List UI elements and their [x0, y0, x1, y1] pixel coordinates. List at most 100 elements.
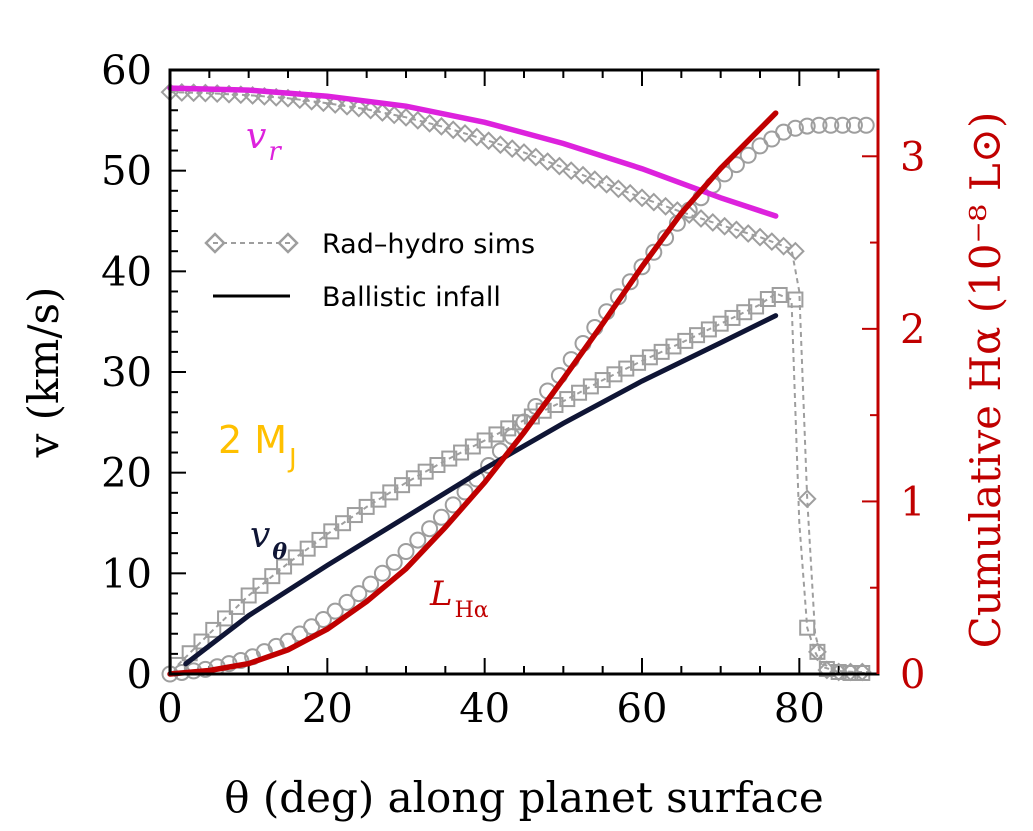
lha-sims-marker [786, 119, 804, 137]
vtheta-sims-marker [240, 587, 257, 604]
x-tick-label: 80 [774, 686, 825, 732]
x-tick-label: 20 [302, 686, 353, 732]
y2-tick-label: 2 [900, 307, 925, 353]
vtheta-sims-marker [799, 619, 816, 636]
lha-sims-marker [727, 156, 745, 174]
vtheta-sims-marker [264, 568, 281, 585]
vtheta-sims-marker [311, 531, 328, 548]
y-axis-title-right: Cumulative Hα (10⁻⁸ L⊙) [961, 112, 1010, 649]
x-tick-label: 40 [459, 686, 510, 732]
vr-sims-marker [313, 93, 333, 113]
vtheta-sims-marker [193, 633, 210, 650]
y2-tick-label: 3 [900, 134, 925, 180]
vtheta-sims-marker [323, 523, 340, 540]
lha-sims-marker [633, 258, 651, 276]
vr-sims-marker [573, 165, 593, 185]
vtheta-sims-marker [653, 343, 670, 360]
vtheta-sims-marker [630, 354, 647, 371]
x-tick-label: 60 [617, 686, 668, 732]
vtheta-sims-marker [677, 332, 694, 349]
vr-sims-marker [384, 105, 404, 125]
vr-sims-marker [632, 188, 652, 208]
vr-sims-marker [396, 107, 416, 127]
lha-sims-marker [621, 273, 639, 291]
y-tick-label: 10 [101, 551, 152, 597]
vr-sims-marker [656, 196, 676, 216]
vtheta-sims-marker [299, 540, 316, 557]
lha-sims-marker [385, 553, 403, 571]
vtheta-label: vθ [250, 515, 287, 565]
vtheta-sims-marker [335, 515, 352, 532]
lha-sims-marker [373, 564, 391, 582]
x-tick-label: 0 [157, 686, 182, 732]
vtheta-sims-marker [594, 372, 611, 389]
vr-sims-marker [762, 232, 782, 252]
y2-tick-label: 0 [900, 652, 925, 698]
y-tick-label: 50 [101, 149, 152, 195]
vr-sims-marker [644, 192, 664, 212]
tick-labels: 0 20 40 60 80 0 10 20 30 40 50 60 0 1 2 3 [101, 48, 925, 732]
lha-sims-marker [834, 116, 852, 134]
vtheta-sims-marker [346, 507, 363, 524]
lha-sims-marker [857, 116, 875, 134]
vr-sims-marker [785, 241, 805, 261]
lha-sims-marker [397, 542, 415, 560]
y-tick-label: 60 [101, 48, 152, 94]
vtheta-sims-marker [252, 577, 269, 594]
legend-sims-label: Rad–hydro sims [322, 229, 535, 260]
vtheta-sims-marker [641, 349, 658, 366]
lha-sims-marker [362, 575, 380, 593]
vr-sims-marker [750, 227, 770, 247]
y-tick-label: 30 [101, 350, 152, 396]
series-vtheta-sims-line [177, 292, 871, 674]
vr-sims-marker [561, 161, 581, 181]
lha-sims-marker [314, 610, 332, 628]
vtheta-sims-marker [547, 397, 564, 414]
vr-sims-marker [361, 100, 381, 120]
lha-sims-marker [232, 652, 250, 670]
y-tick-label: 0 [127, 652, 152, 698]
vr-sims-marker [514, 143, 534, 162]
vr-sims-marker [774, 236, 794, 256]
vtheta-sims-marker [618, 360, 635, 377]
vr-sims-marker [738, 224, 758, 243]
lha-sims-marker [810, 116, 828, 134]
vtheta-sims-marker [712, 315, 729, 332]
vtheta-sims-marker [700, 321, 717, 338]
legend-sims-marker-2 [277, 232, 299, 254]
vr-sims-marker [372, 103, 392, 122]
lha-sims-marker [798, 117, 816, 135]
vtheta-sims-marker [759, 291, 776, 308]
vr-sims-marker [691, 209, 711, 228]
vtheta-sims-marker [276, 558, 293, 575]
legend-ballistic-label: Ballistic infall [322, 282, 501, 313]
vtheta-sims-marker [818, 660, 835, 677]
x-axis-title: θ (deg) along planet surface [224, 773, 824, 822]
mass-label: 2 MJ [218, 418, 297, 474]
vtheta-sims-marker [771, 286, 788, 303]
vr-sims-marker [325, 95, 345, 114]
vr-label: vr [246, 116, 282, 167]
vr-sims-marker [797, 489, 817, 509]
vr-sims-marker [608, 179, 628, 199]
vr-sims-marker [549, 156, 569, 176]
vtheta-sims-marker [787, 291, 804, 308]
vr-sims-marker [526, 147, 546, 167]
vr-sims-marker [420, 113, 440, 133]
vr-sims-marker [490, 135, 510, 155]
vr-sims-marker [620, 183, 640, 203]
lha-sims-marker [739, 146, 757, 164]
vtheta-sims-marker [830, 663, 847, 680]
y2-tick-label: 1 [900, 479, 925, 525]
vr-sims-marker [597, 174, 617, 194]
legend: Rad–hydro sims Ballistic infall [204, 229, 535, 313]
y-tick-label: 20 [101, 451, 152, 497]
vr-sims-marker [726, 220, 746, 240]
y-axis-title-left: v (km/s) [19, 287, 68, 459]
vtheta-sims-marker [724, 309, 741, 326]
vtheta-sims-marker [205, 621, 222, 638]
vtheta-sims-marker [689, 327, 706, 344]
series-vr-sims-line [169, 91, 871, 673]
vtheta-sims-marker [228, 598, 245, 615]
